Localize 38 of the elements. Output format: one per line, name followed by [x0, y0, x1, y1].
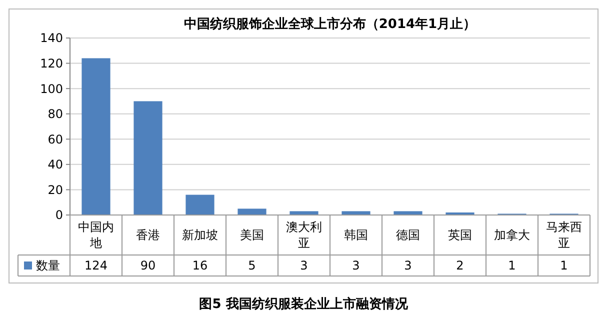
- data-label: 2: [456, 258, 464, 273]
- y-tick-label: 140: [40, 31, 63, 46]
- data-label: 5: [248, 258, 256, 273]
- bar: [186, 194, 214, 215]
- chart-title: 中国纺织服饰企业全球上市分布（2014年1月止）: [184, 16, 476, 32]
- x-tick-label: 澳大利亚: [286, 220, 322, 250]
- x-tick-label: 香港: [136, 228, 160, 242]
- data-label: 3: [352, 258, 360, 273]
- y-tick-label: 100: [40, 82, 63, 96]
- bar: [290, 211, 318, 215]
- x-tick-label: 美国: [240, 228, 264, 242]
- x-tick-label: 马来西亚: [546, 220, 582, 250]
- y-tick-label: 60: [48, 132, 63, 146]
- data-label: 124: [84, 258, 108, 273]
- data-label: 3: [404, 258, 412, 273]
- data-label: 1: [560, 258, 568, 273]
- y-tick-label: 40: [48, 158, 63, 172]
- bar: [342, 211, 370, 215]
- data-label: 90: [140, 258, 156, 273]
- x-tick-label: 德国: [396, 228, 420, 242]
- legend-label: 数量: [36, 258, 60, 273]
- bar: [238, 208, 266, 215]
- data-label: 3: [300, 258, 308, 273]
- caption: 图5 我国纺织服装企业上市融资情况: [199, 296, 409, 312]
- bar: [134, 101, 162, 215]
- y-tick-label: 120: [40, 56, 63, 70]
- y-tick-label: 20: [48, 182, 63, 197]
- x-tick-label: 英国: [448, 228, 472, 242]
- x-tick-label: 韩国: [344, 228, 368, 242]
- data-label: 1: [508, 258, 516, 273]
- data-label: 16: [192, 258, 208, 273]
- bar: [394, 211, 422, 215]
- y-tick-label: 0: [55, 208, 63, 222]
- x-tick-label: 新加坡: [182, 228, 218, 242]
- x-tick-label: 中国内地: [78, 220, 114, 250]
- x-tick-label: 加拿大: [494, 228, 530, 242]
- y-tick-label: 80: [48, 107, 63, 122]
- bar: [82, 58, 110, 215]
